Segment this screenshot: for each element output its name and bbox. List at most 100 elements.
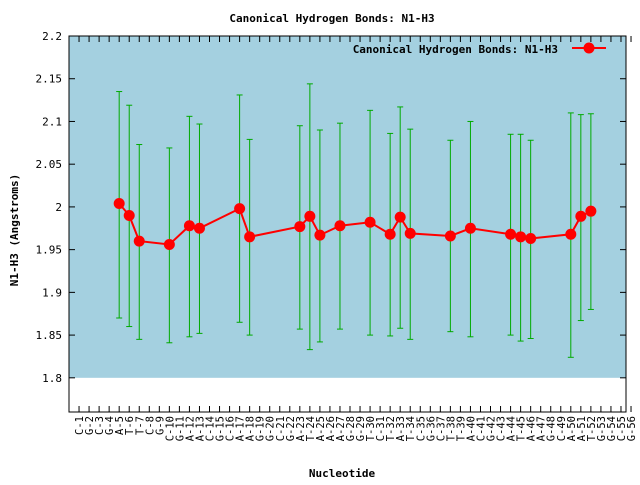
y-tick-label: 1.8 — [42, 372, 62, 385]
x-tick-label: A-23 — [295, 416, 307, 441]
x-tick-label: G-29 — [355, 416, 367, 441]
x-tick-label: A-27 — [335, 416, 347, 441]
x-tick-label: G-11 — [174, 416, 186, 441]
data-point — [294, 221, 306, 233]
x-tick-label: A-12 — [184, 416, 196, 441]
x-tick-label: G-15 — [215, 416, 227, 441]
data-point — [314, 229, 326, 241]
legend-label: Canonical Hydrogen Bonds: N1-H3 — [353, 43, 558, 56]
data-point — [123, 209, 135, 221]
data-point — [113, 197, 125, 209]
y-axis: 1.8 1.85 1.9 1.95 2 2.05 2.1 2.15 2.2 — [36, 30, 626, 385]
x-tick-label: T-38 — [445, 416, 457, 441]
x-tick-label: T-6 — [124, 416, 136, 435]
y-tick-label: 1.85 — [36, 329, 63, 342]
y-tick-label: 1.95 — [36, 244, 63, 257]
x-tick-label: A-44 — [506, 416, 518, 441]
x-tick-label: A-17 — [235, 416, 247, 441]
x-tick-label: G-56 — [626, 416, 638, 441]
x-tick-label: A-33 — [395, 416, 407, 441]
x-tick-label: C-1 — [74, 416, 86, 435]
data-point — [585, 205, 597, 217]
x-tick-label: T-32 — [385, 416, 397, 441]
x-tick-label: G-22 — [285, 416, 297, 441]
x-tick-label: T-39 — [455, 416, 467, 441]
x-axis-label: Nucleotide — [309, 467, 376, 480]
x-tick-label: G-48 — [546, 416, 558, 441]
x-tick-label: C-14 — [205, 416, 217, 441]
data-point — [384, 228, 396, 240]
y-axis-label: N1-H3 (Angstroms) — [8, 174, 21, 287]
x-tick-label: G-53 — [596, 416, 608, 441]
x-tick-label: C-21 — [275, 416, 287, 441]
x-tick-label: C-55 — [616, 416, 628, 441]
x-tick-label: G-42 — [486, 416, 498, 441]
x-tick-label: C-3 — [94, 416, 106, 435]
x-tick-label: A-46 — [526, 416, 538, 441]
data-point — [505, 228, 517, 240]
data-point — [394, 211, 406, 223]
x-tick-label: A-51 — [576, 416, 588, 441]
data-point — [234, 203, 246, 215]
x-tick-label: C-35 — [415, 416, 427, 441]
x-tick-label: C-37 — [435, 416, 447, 441]
shaded-band — [69, 36, 626, 378]
x-tick-label: C-49 — [556, 416, 568, 441]
data-point — [334, 220, 346, 232]
x-tick-label: T-45 — [516, 416, 528, 441]
data-point — [183, 220, 195, 232]
data-point — [575, 210, 587, 222]
x-tick-label: C-8 — [144, 416, 156, 435]
data-point — [364, 216, 376, 228]
point-layer — [113, 197, 597, 251]
x-tick-label: A-47 — [536, 416, 548, 441]
legend: Canonical Hydrogen Bonds: N1-H3 — [353, 42, 606, 56]
x-tick-label: G-54 — [606, 416, 618, 441]
data-point — [404, 227, 416, 239]
x-tick-label: A-18 — [245, 416, 257, 441]
data-point — [133, 235, 145, 247]
x-tick-label: G-4 — [104, 416, 116, 435]
x-tick-label: A-13 — [194, 416, 206, 441]
x-tick-label: A-40 — [465, 416, 477, 441]
data-point — [565, 228, 577, 240]
data-point — [525, 233, 537, 245]
y-tick-label: 2.1 — [42, 115, 62, 128]
legend-marker — [583, 42, 595, 54]
x-tick-label: G-9 — [154, 416, 166, 435]
x-tick-label: G-36 — [425, 416, 437, 441]
x-tick-label: C-41 — [475, 416, 487, 441]
x-tick-label: G-20 — [265, 416, 277, 441]
x-tick-label: G-28 — [345, 416, 357, 441]
x-tick-label: G-19 — [255, 416, 267, 441]
x-tick-label: T-52 — [586, 416, 598, 441]
data-point — [163, 239, 175, 251]
x-tick-label: A-25 — [315, 416, 327, 441]
data-point — [444, 230, 456, 242]
x-tick-label: C-16 — [225, 416, 237, 441]
data-point — [464, 222, 476, 234]
y-tick-label: 1.9 — [42, 286, 62, 299]
x-tick-label: T-34 — [405, 416, 417, 441]
y-tick-label: 2 — [55, 201, 62, 214]
data-point — [193, 222, 205, 234]
x-tick-label: T-30 — [365, 416, 377, 441]
data-point — [515, 231, 527, 243]
x-tick-label: A-26 — [325, 416, 337, 441]
x-axis: C-1G-2C-3G-4A-5T-6T-7C-8G-9C-10G-11A-12A… — [74, 36, 638, 441]
plot-frame — [68, 35, 627, 413]
chart-title: Canonical Hydrogen Bonds: N1-H3 — [229, 12, 434, 25]
y-tick-label: 2.15 — [36, 73, 63, 86]
x-tick-label: T-7 — [134, 416, 146, 435]
y-tick-label: 2.05 — [36, 158, 63, 171]
x-tick-label: C-31 — [375, 416, 387, 441]
x-tick-label: G-2 — [84, 416, 96, 435]
data-point — [244, 231, 256, 243]
data-point — [304, 210, 316, 222]
y-tick-label: 2.2 — [42, 30, 62, 43]
x-tick-label: C-43 — [496, 416, 508, 441]
x-tick-label: C-10 — [164, 416, 176, 441]
x-tick-label: A-5 — [114, 416, 126, 435]
